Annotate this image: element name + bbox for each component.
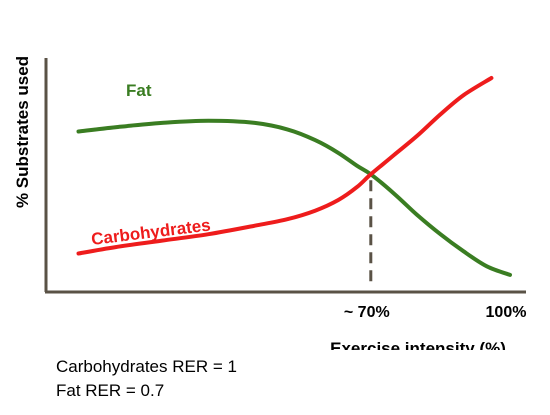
series-label-fat: Fat [126,81,152,100]
x-tick-label-1: 100% [486,304,527,321]
series-line-fat [76,118,512,277]
x-axis-title: Exercise intensity (%) [330,339,506,350]
fat-rer-note: Fat RER = 0.7 [56,381,165,400]
series-line-carbohydrates [76,76,494,256]
carbohydrates-rer-note: Carbohydrates RER = 1 [56,357,237,376]
y-axis-title: % Substrates used [13,56,32,208]
x-tick-label-0: ~ 70% [344,304,390,321]
